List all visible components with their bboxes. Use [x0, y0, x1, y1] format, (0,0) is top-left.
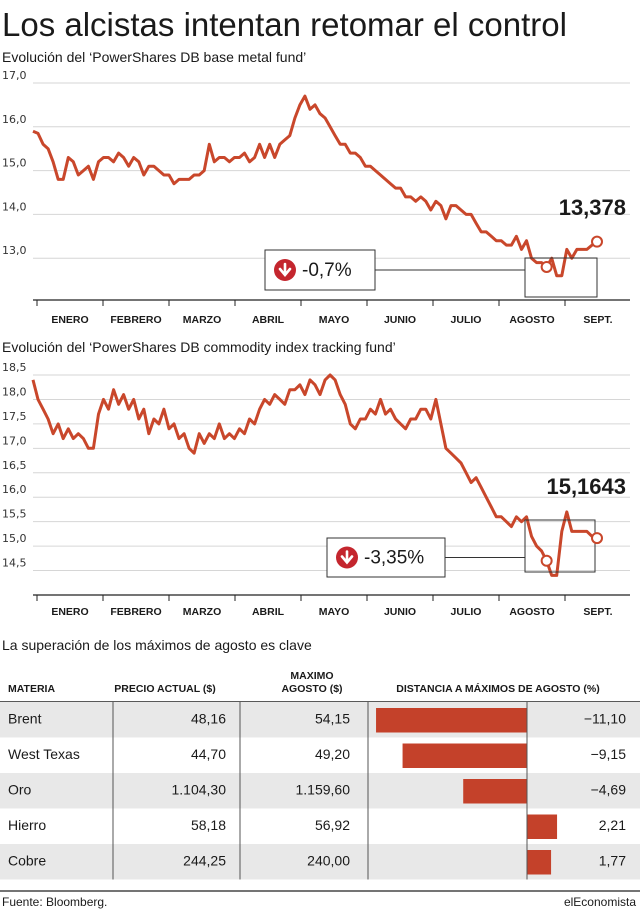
chart-subtitle: Evolución del ‘PowerShares DB commodity … [2, 339, 396, 355]
down-arrow [278, 262, 292, 278]
distance-bar [402, 743, 527, 768]
cell-distance: −4,69 [591, 781, 627, 797]
y-tick-label: 16,0 [2, 113, 27, 126]
x-tick-label: AGOSTO [509, 314, 554, 326]
cell-distance: −11,10 [584, 710, 626, 726]
column-header: MAXIMO [290, 670, 333, 682]
x-tick-label: MAYO [319, 314, 350, 326]
cell-precio: 58,18 [191, 817, 226, 833]
period-bracket [524, 257, 598, 298]
last-marker [591, 235, 603, 248]
row-bg [0, 773, 640, 809]
distance-bar [376, 708, 527, 733]
august-peak-marker [540, 554, 553, 567]
x-tick-label: MARZO [183, 314, 222, 326]
x-tick-label: JUNIO [384, 606, 416, 618]
cell-maximo: 49,20 [315, 746, 350, 762]
cell-materia: West Texas [8, 746, 80, 762]
source: Fuente: Bloomberg. [2, 895, 107, 909]
x-tick-label: ENERO [51, 314, 88, 326]
x-tick-label: MAYO [319, 606, 350, 618]
y-tick-label: 16,0 [2, 483, 27, 496]
x-tick-label: AGOSTO [509, 606, 554, 618]
cell-maximo: 1.159,60 [296, 781, 351, 797]
cell-maximo: 240,00 [307, 852, 350, 868]
last-value-label: 13,378 [559, 195, 626, 220]
cell-distance: 1,77 [599, 852, 626, 868]
x-tick-label: FEBRERO [110, 314, 161, 326]
change-label: -3,35% [364, 548, 424, 569]
y-tick-label: 15,5 [2, 508, 27, 521]
x-tick-label: SEPT. [583, 606, 612, 618]
chart-subtitle: Evolución del ‘PowerShares DB base metal… [2, 49, 306, 65]
y-tick-label: 17,5 [2, 410, 27, 423]
y-tick-label: 17,0 [2, 434, 27, 447]
x-tick-label: JULIO [451, 606, 482, 618]
cell-distance: 2,21 [599, 817, 626, 833]
price-line [32, 94, 598, 278]
x-tick-label: ABRIL [252, 606, 285, 618]
cell-precio: 48,16 [191, 710, 226, 726]
last-marker [591, 532, 603, 545]
x-tick-label: FEBRERO [110, 606, 161, 618]
change-label: -0,7% [302, 260, 352, 281]
distance-bar [463, 779, 527, 804]
y-tick-label: 14,0 [2, 200, 27, 213]
cell-precio: 1.104,30 [172, 781, 227, 797]
price-line [31, 373, 598, 577]
brand: elEconomista [564, 895, 636, 909]
cell-precio: 244,25 [183, 852, 226, 868]
cell-materia: Brent [8, 710, 42, 726]
title: Los alcistas intentan retomar el control [2, 6, 567, 43]
column-header: MATERIA [8, 683, 55, 695]
cell-materia: Hierro [8, 817, 46, 833]
table-title: La superación de los máximos de agosto e… [2, 637, 312, 653]
cell-materia: Oro [8, 781, 32, 797]
cell-maximo: 54,15 [315, 710, 350, 726]
x-tick-label: JULIO [451, 314, 482, 326]
last-value-label: 15,1643 [546, 474, 626, 499]
y-tick-label: 15,0 [2, 532, 27, 545]
y-tick-label: 15,0 [2, 157, 27, 170]
period-bracket [524, 519, 596, 573]
distance-bar [527, 814, 558, 839]
distance-bar [527, 850, 552, 875]
x-tick-label: ABRIL [252, 314, 285, 326]
y-tick-label: 17,0 [2, 69, 27, 82]
cell-maximo: 56,92 [315, 817, 350, 833]
down-arrow [340, 550, 354, 565]
y-tick-label: 13,0 [2, 244, 27, 257]
x-tick-label: ENERO [51, 606, 88, 618]
x-tick-label: SEPT. [583, 314, 612, 326]
y-tick-label: 18,5 [2, 361, 27, 374]
cell-precio: 44,70 [191, 746, 226, 762]
table-header-bg [0, 665, 640, 703]
y-tick-label: 18,0 [2, 385, 27, 398]
cell-materia: Cobre [8, 852, 46, 868]
column-header: AGOSTO ($) [281, 683, 342, 695]
y-tick-label: 16,5 [2, 459, 27, 472]
column-header: DISTANCIA A MÁXIMOS DE AGOSTO (%) [396, 682, 599, 695]
august-peak-marker [540, 260, 553, 273]
x-tick-label: MARZO [183, 606, 222, 618]
x-tick-label: JUNIO [384, 314, 416, 326]
row-bg [0, 702, 640, 738]
row-bg [0, 737, 640, 773]
y-tick-label: 14,5 [2, 557, 27, 570]
cell-distance: −9,15 [591, 746, 627, 762]
column-header: PRECIO ACTUAL ($) [114, 683, 216, 695]
